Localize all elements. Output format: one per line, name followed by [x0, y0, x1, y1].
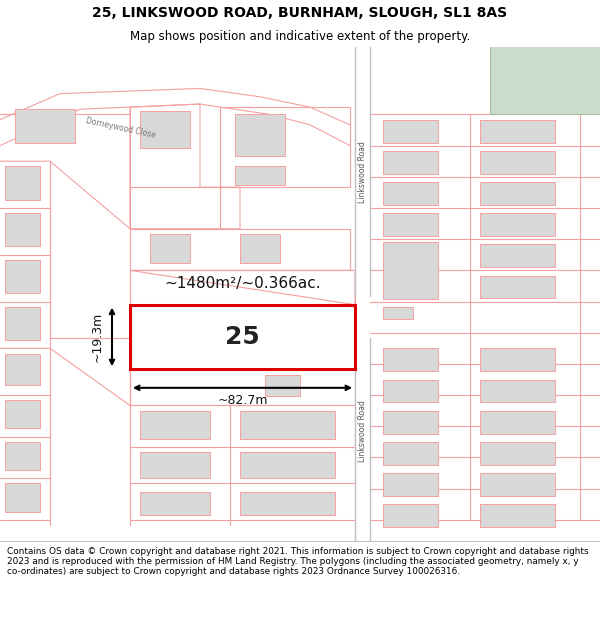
- Bar: [480, 151, 555, 174]
- Bar: [480, 504, 555, 527]
- Text: ~1480m²/~0.366ac.: ~1480m²/~0.366ac.: [164, 276, 321, 291]
- Bar: [480, 213, 555, 236]
- Bar: [355, 338, 370, 541]
- Bar: [5, 260, 40, 293]
- Text: 25, LINKSWOOD ROAD, BURNHAM, SLOUGH, SL1 8AS: 25, LINKSWOOD ROAD, BURNHAM, SLOUGH, SL1…: [92, 6, 508, 20]
- Text: Dorneywood Close: Dorneywood Close: [85, 116, 157, 140]
- Bar: [240, 492, 335, 514]
- Bar: [480, 442, 555, 465]
- Bar: [140, 492, 210, 514]
- Bar: [5, 307, 40, 340]
- Bar: [355, 47, 370, 296]
- Bar: [240, 234, 280, 263]
- Bar: [383, 182, 438, 205]
- Text: ~19.3m: ~19.3m: [91, 312, 104, 362]
- Bar: [130, 304, 355, 369]
- Bar: [383, 348, 438, 371]
- Bar: [383, 411, 438, 434]
- Bar: [235, 166, 285, 185]
- Text: Contains OS data © Crown copyright and database right 2021. This information is : Contains OS data © Crown copyright and d…: [7, 546, 589, 576]
- Text: Linkswood Road: Linkswood Road: [358, 141, 367, 202]
- Bar: [5, 442, 40, 470]
- Bar: [480, 276, 555, 298]
- Text: 25: 25: [225, 325, 260, 349]
- Bar: [383, 151, 438, 174]
- Text: Map shows position and indicative extent of the property.: Map shows position and indicative extent…: [130, 30, 470, 43]
- Bar: [5, 166, 40, 199]
- Bar: [150, 234, 190, 263]
- Text: Linkswood Road: Linkswood Road: [358, 401, 367, 462]
- Bar: [480, 473, 555, 496]
- Bar: [383, 213, 438, 236]
- Bar: [480, 411, 555, 434]
- Bar: [490, 47, 600, 114]
- Bar: [240, 411, 335, 439]
- Bar: [383, 307, 413, 319]
- Bar: [5, 484, 40, 511]
- Bar: [480, 379, 555, 402]
- Bar: [383, 119, 438, 142]
- Bar: [15, 109, 75, 142]
- Bar: [5, 213, 40, 246]
- Bar: [383, 242, 438, 299]
- Text: ~82.7m: ~82.7m: [217, 394, 268, 407]
- Bar: [140, 452, 210, 478]
- Bar: [480, 244, 555, 268]
- Bar: [5, 354, 40, 385]
- Bar: [5, 400, 40, 428]
- Bar: [383, 504, 438, 527]
- Bar: [140, 411, 210, 439]
- Bar: [140, 111, 190, 148]
- Bar: [480, 348, 555, 371]
- Bar: [235, 114, 285, 156]
- Bar: [383, 473, 438, 496]
- Bar: [383, 379, 438, 402]
- Bar: [480, 182, 555, 205]
- Bar: [265, 376, 300, 396]
- Bar: [383, 442, 438, 465]
- Bar: [240, 452, 335, 478]
- Bar: [480, 119, 555, 142]
